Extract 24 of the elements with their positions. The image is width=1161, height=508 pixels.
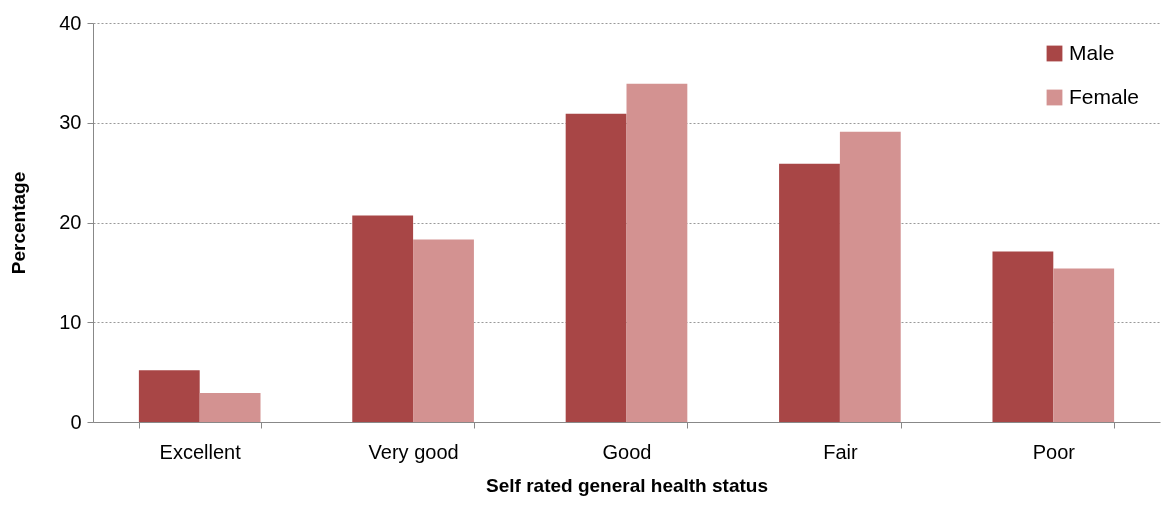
- legend-label: Male: [1069, 40, 1115, 64]
- bar: [199, 393, 261, 422]
- y-tick-label: 40: [59, 11, 82, 34]
- x-tick-label: Very good: [368, 440, 459, 463]
- bar: [839, 131, 901, 422]
- bar: [138, 370, 200, 422]
- bar: [352, 215, 414, 422]
- y-tick-label: 10: [59, 310, 82, 333]
- y-tick-label: 20: [59, 211, 82, 233]
- y-tick-label: 0: [70, 410, 82, 433]
- legend-label: Female: [1069, 84, 1140, 108]
- x-tick-label: Excellent: [159, 440, 242, 463]
- y-tick-label: 30: [59, 111, 82, 134]
- x-axis-title: Self rated general health status: [486, 474, 768, 496]
- bar: [626, 83, 688, 422]
- x-tick-label: Poor: [1032, 440, 1076, 463]
- x-tick-label: Good: [602, 440, 652, 463]
- bar: [1053, 268, 1115, 422]
- bar: [779, 163, 840, 422]
- bar: [413, 239, 474, 422]
- y-axis-title: Percentage: [8, 171, 30, 275]
- x-tick-label: Fair: [823, 440, 858, 463]
- bar: [565, 113, 627, 422]
- bar: [992, 251, 1054, 422]
